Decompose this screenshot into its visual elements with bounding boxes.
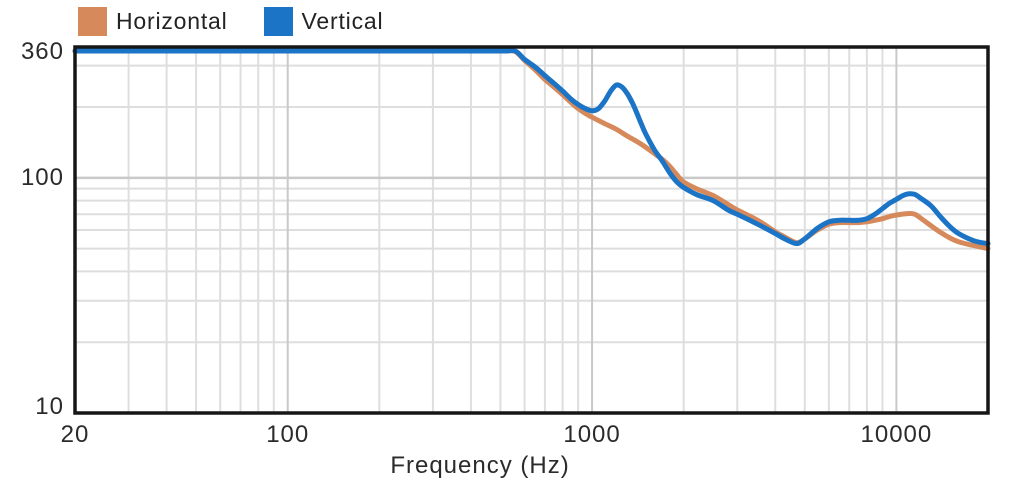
legend-label-vertical: Vertical xyxy=(301,8,384,34)
y-tick-label-360: 360 xyxy=(20,38,64,65)
legend: Horizontal Vertical xyxy=(78,7,383,36)
horizontal-series-swatch-icon xyxy=(78,7,107,36)
x-tick-label-1000: 1000 xyxy=(563,421,621,448)
legend-item-vertical: Vertical xyxy=(263,7,384,36)
legend-item-horizontal: Horizontal xyxy=(78,7,228,36)
y-tick-label-100: 100 xyxy=(20,163,64,191)
series-line-vertical xyxy=(72,47,991,247)
y-tick-label-10: 10 xyxy=(35,393,64,420)
plot-frame xyxy=(73,45,990,415)
vertical-series-swatch-icon xyxy=(263,7,293,36)
x-tick-label-20: 20 xyxy=(60,421,90,448)
x-tick-label-100: 100 xyxy=(266,421,310,448)
x-tick-label-10000: 10000 xyxy=(860,421,933,448)
x-axis-title: Frequency (Hz) xyxy=(390,452,570,479)
legend-label-horizontal: Horizontal xyxy=(116,8,228,34)
